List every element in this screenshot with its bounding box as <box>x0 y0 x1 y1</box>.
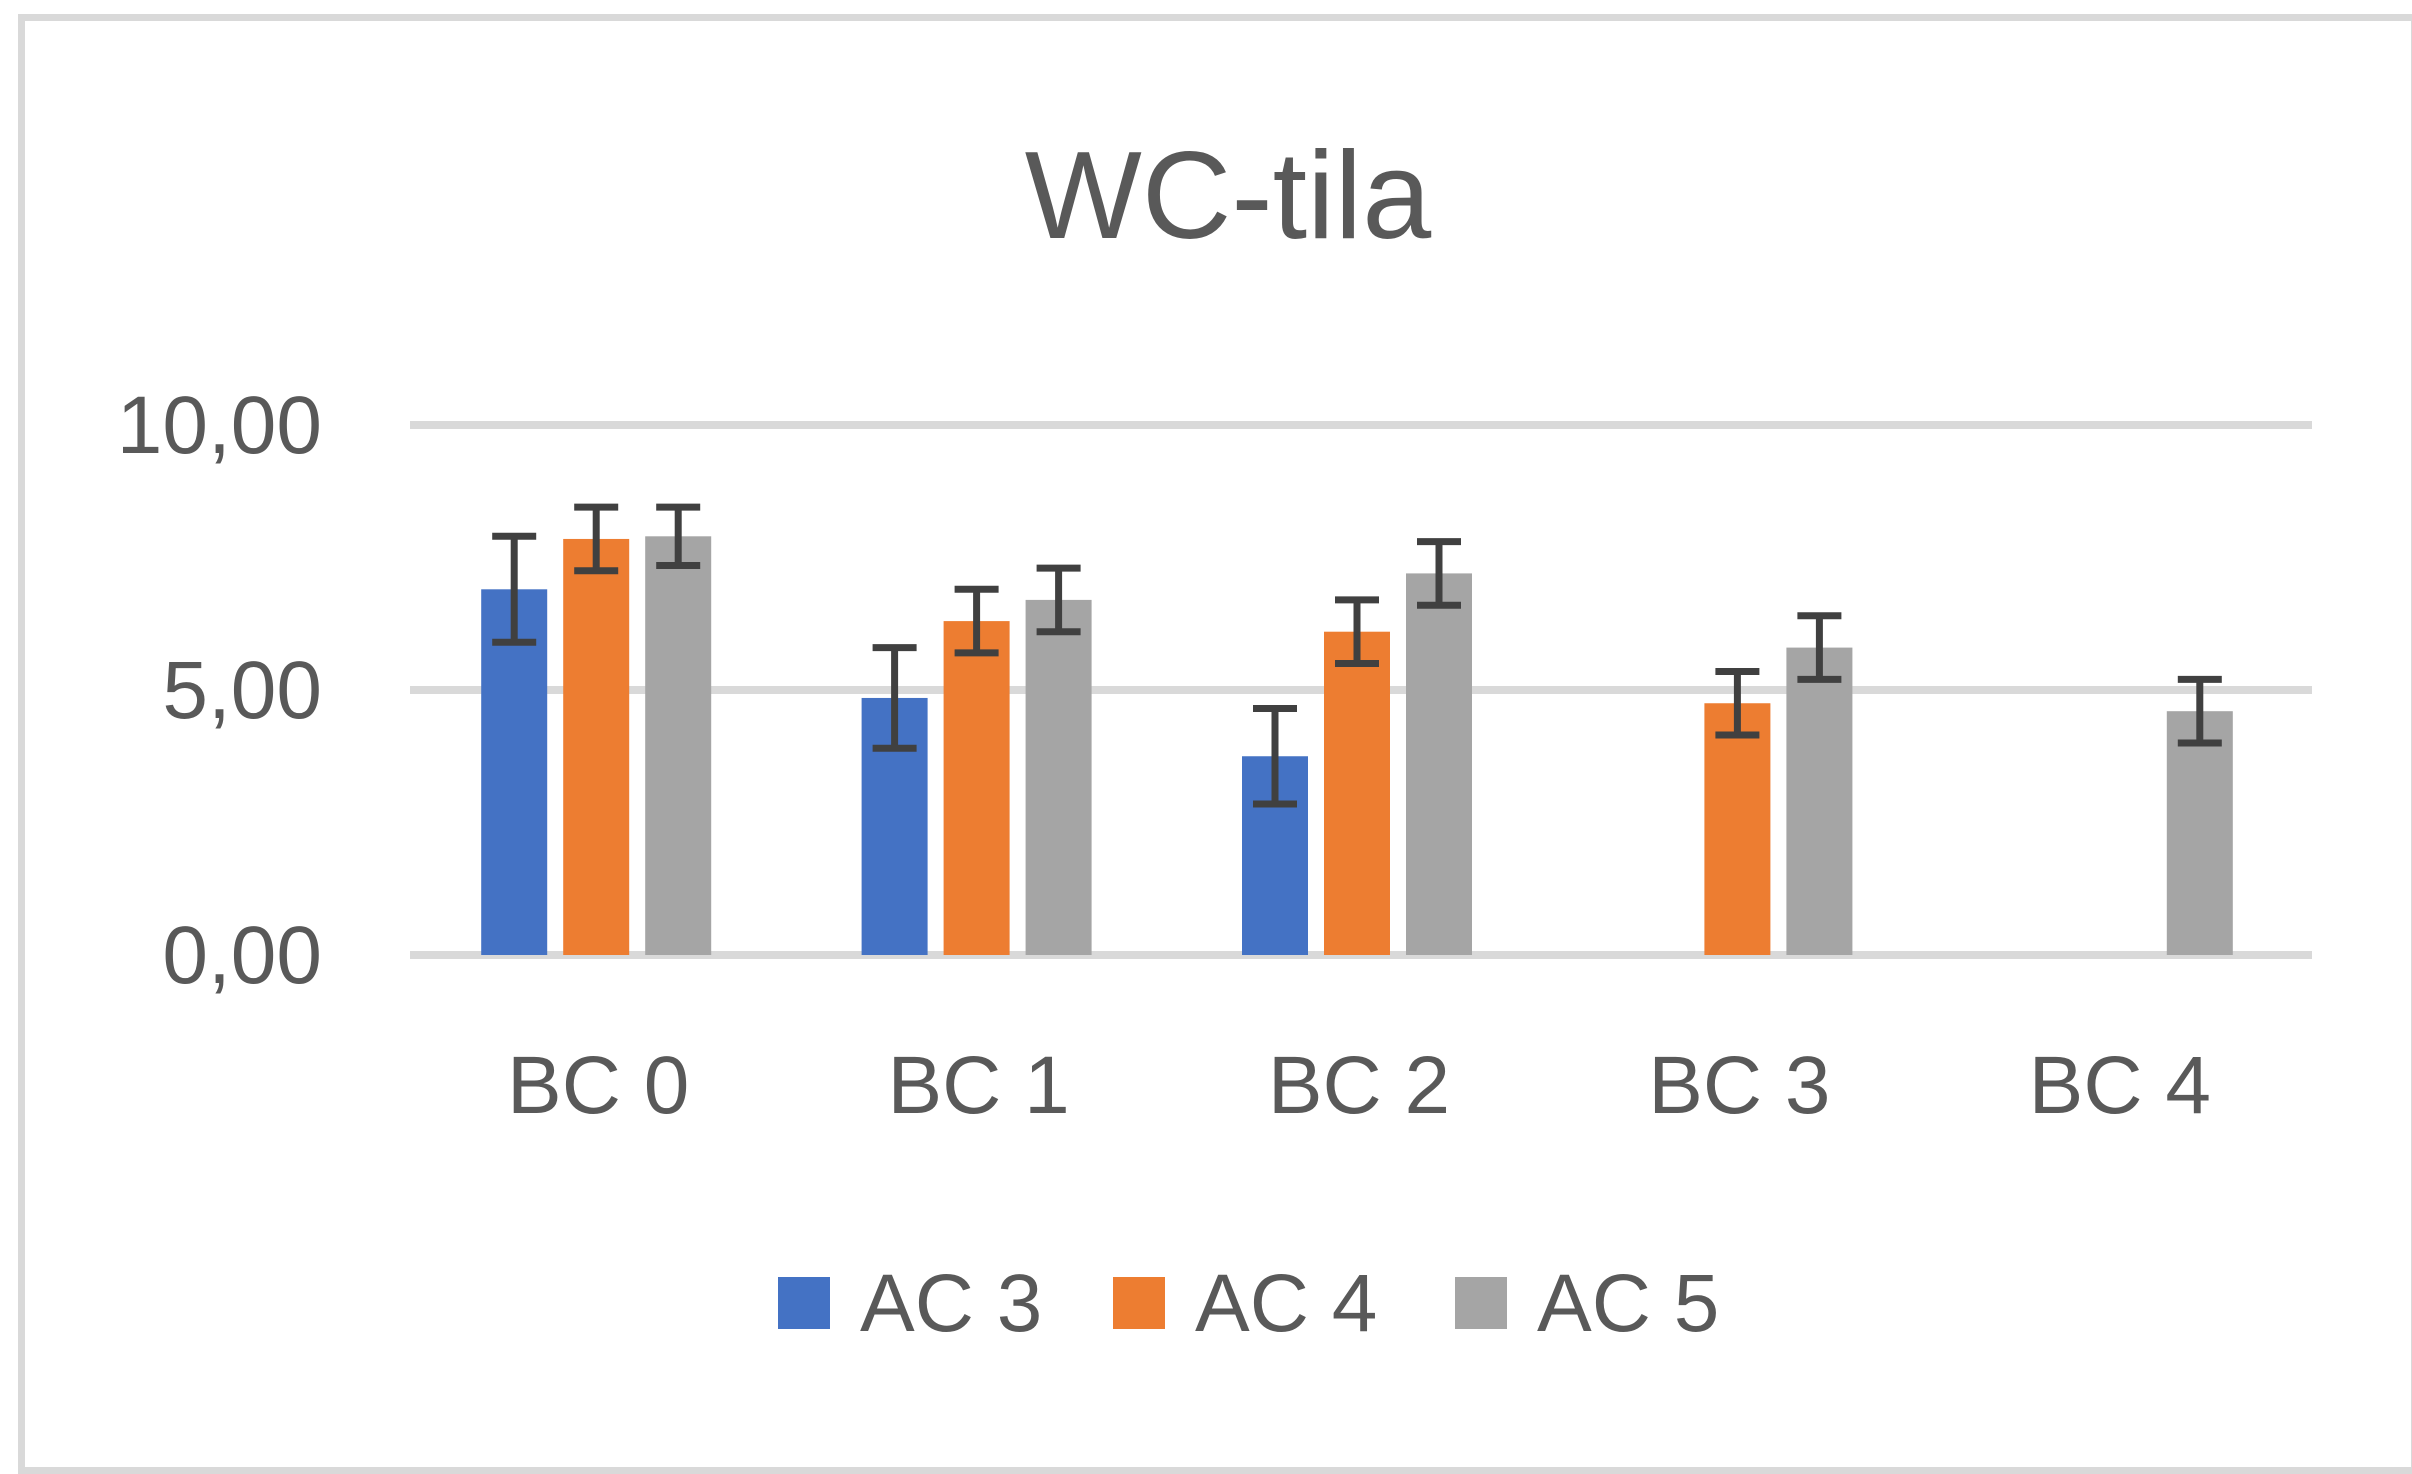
legend-label-ac-4: AC 4 <box>1195 1258 1377 1349</box>
bar-ac-4-bc-3 <box>1704 703 1771 955</box>
y-tick-label: 5,00 <box>162 645 322 736</box>
y-axis-tick-labels: 0,00 5,00 10,00 <box>117 380 322 1001</box>
x-tick-label: BC 3 <box>1648 1040 1830 1131</box>
chart-title: WC-tila <box>1025 127 1431 265</box>
legend-label-ac-5: AC 5 <box>1537 1258 1719 1349</box>
bar-ac-4-bc-2 <box>1324 631 1390 955</box>
legend-swatch-ac-3 <box>778 1277 830 1329</box>
error-bars <box>492 503 2222 808</box>
legend: AC 3 AC 4 AC 5 <box>778 1258 1719 1349</box>
bar-ac-5-bc-2 <box>1406 573 1472 955</box>
bar-ac-5-bc-0 <box>645 536 712 955</box>
x-tick-label: BC 2 <box>1268 1040 1450 1131</box>
x-tick-label: BC 1 <box>887 1040 1069 1131</box>
bar-ac-3-bc-0 <box>481 589 548 955</box>
bar-ac-4-bc-0 <box>563 538 630 955</box>
bar-ac-5-bc-4 <box>2166 711 2233 955</box>
bar-ac-5-bc-3 <box>1786 647 1853 955</box>
bar-ac-5-bc-1 <box>1025 599 1092 955</box>
y-tick-label: 10,00 <box>117 380 322 471</box>
chart-frame <box>18 14 2412 1474</box>
x-axis-tick-labels: BC 0 BC 1 BC 2 BC 3 BC 4 <box>507 1040 2211 1131</box>
bars <box>481 536 2233 955</box>
x-tick-label: BC 0 <box>507 1040 689 1131</box>
x-tick-label: BC 4 <box>2029 1040 2211 1131</box>
legend-swatch-ac-4 <box>1113 1277 1165 1329</box>
legend-label-ac-3: AC 3 <box>860 1258 1042 1349</box>
bar-ac-4-bc-1 <box>943 621 1010 955</box>
legend-swatch-ac-5 <box>1455 1277 1507 1329</box>
y-tick-label: 0,00 <box>162 910 322 1001</box>
